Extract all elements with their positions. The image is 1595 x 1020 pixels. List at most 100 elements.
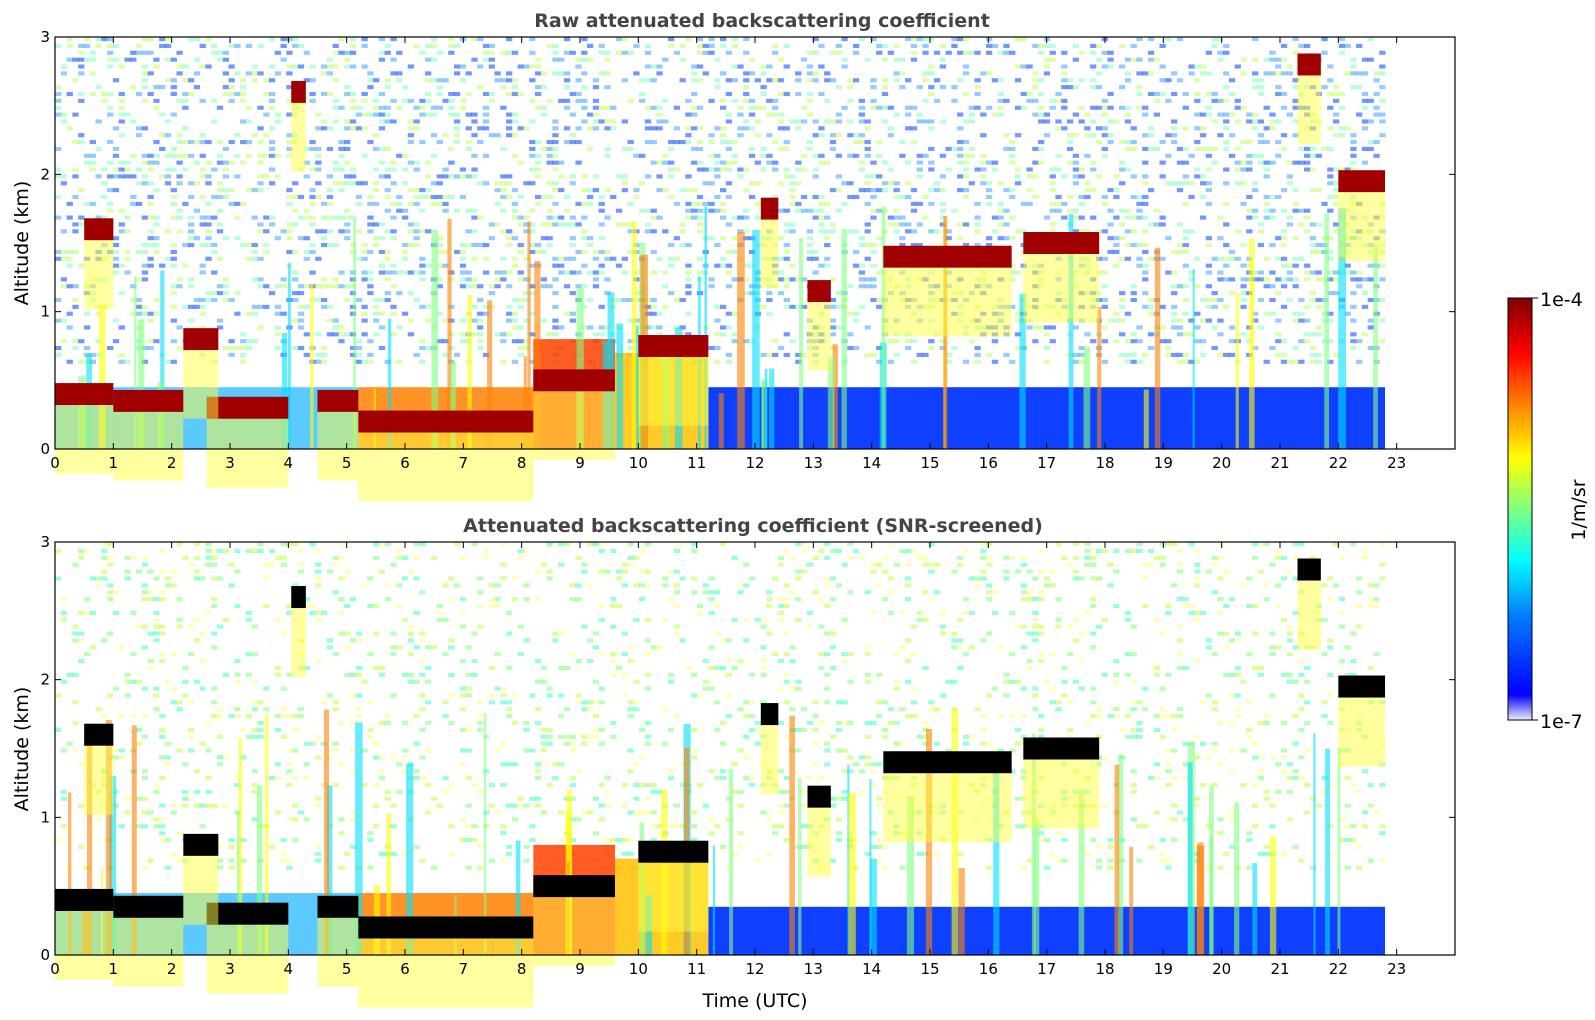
top-noise-cell xyxy=(939,174,947,179)
top-plume xyxy=(761,379,768,449)
top-noise-cell xyxy=(107,201,114,206)
top-noise-cell xyxy=(188,229,195,234)
top-noise-cell xyxy=(1269,270,1276,275)
top-noise-cell xyxy=(170,112,177,117)
bottom-noise-cell xyxy=(101,542,108,547)
top-noise-cell xyxy=(754,105,761,110)
bottom-noise-cell xyxy=(667,597,675,602)
top-noise-cell xyxy=(292,181,299,186)
top-noise-cell xyxy=(529,37,536,42)
top-noise-cell xyxy=(720,98,727,103)
bottom-noise-cell xyxy=(569,837,576,843)
top-noise-cell xyxy=(396,291,403,296)
bottom-noise-cell xyxy=(598,782,605,788)
top-noise-cell xyxy=(1176,359,1184,364)
top-noise-cell xyxy=(1107,249,1114,254)
top-noise-cell xyxy=(853,140,860,145)
top-noise-cell xyxy=(1246,215,1253,220)
top-noise-cell xyxy=(685,208,692,213)
top-noise-cell xyxy=(1124,229,1132,234)
bottom-noise-cell xyxy=(170,700,177,705)
top-noise-cell xyxy=(1049,174,1056,179)
top-noise-cell xyxy=(355,201,362,206)
top-noise-cell xyxy=(575,222,582,227)
top-noise-cell xyxy=(1119,43,1126,48)
top-noise-cell xyxy=(1199,64,1207,69)
top-noise-cell xyxy=(321,304,328,309)
top-noise-cell xyxy=(107,43,114,48)
top-cloud-layer xyxy=(358,410,534,433)
top-noise-cell xyxy=(1032,71,1039,76)
top-noise-cell xyxy=(1327,194,1334,200)
top-noise-cell xyxy=(1269,160,1276,165)
top-noise-cell xyxy=(135,50,143,55)
top-noise-cell xyxy=(980,112,987,117)
top-noise-cell xyxy=(482,270,490,275)
top-noise-cell xyxy=(1090,160,1097,165)
top-noise-cell xyxy=(563,37,571,42)
top-noise-cell xyxy=(939,208,947,213)
top-noise-cell xyxy=(754,78,761,83)
top-noise-cell xyxy=(876,188,883,193)
top-noise-cell xyxy=(147,91,154,97)
bottom-noise-cell xyxy=(159,755,166,760)
top-noise-cell xyxy=(390,304,397,309)
top-noise-cell xyxy=(1136,325,1143,330)
top-noise-cell xyxy=(1205,153,1213,158)
bottom-noise-cell xyxy=(777,769,785,774)
top-noise-cell xyxy=(540,222,548,227)
top-noise-cell xyxy=(1130,43,1137,48)
top-noise-cell xyxy=(95,119,102,124)
top-noise-cell xyxy=(708,284,715,289)
top-noise-cell xyxy=(332,284,339,289)
top-noise-cell xyxy=(1379,277,1386,282)
bottom-noise-cell xyxy=(615,576,623,581)
top-noise-cell xyxy=(783,277,790,282)
top-noise-cell xyxy=(355,256,362,261)
top-noise-cell xyxy=(384,78,391,83)
top-noise-cell xyxy=(454,119,461,124)
top-noise-cell xyxy=(1026,188,1033,193)
top-noise-cell xyxy=(957,236,964,241)
top-noise-cell xyxy=(1124,112,1132,117)
top-noise-cell xyxy=(939,346,947,351)
top-noise-cell xyxy=(286,85,293,90)
top-noise-cell xyxy=(922,153,929,158)
bottom-noise-cell xyxy=(373,803,380,808)
bottom-noise-cell xyxy=(303,817,310,822)
top-x-tick-label: 10 xyxy=(629,454,648,472)
bottom-noise-cell xyxy=(396,548,403,554)
bottom-noise-cell xyxy=(159,569,166,574)
top-noise-cell xyxy=(286,71,293,76)
top-noise-cell xyxy=(1223,140,1230,145)
top-noise-cell xyxy=(205,37,212,42)
top-noise-cell xyxy=(725,119,733,124)
top-noise-cell xyxy=(349,64,357,69)
bottom-noise-cell xyxy=(280,707,287,712)
top-noise-cell xyxy=(540,85,548,90)
top-noise-cell xyxy=(170,359,177,364)
top-noise-cell xyxy=(477,318,484,323)
bottom-noise-cell xyxy=(211,576,218,581)
top-noise-cell xyxy=(957,188,964,193)
bottom-noise-cell xyxy=(610,548,617,554)
top-noise-cell xyxy=(118,325,125,330)
top-noise-cell xyxy=(268,215,276,220)
bottom-noise-cell xyxy=(598,652,605,657)
bottom-noise-cell xyxy=(72,624,79,629)
bottom-noise-cell xyxy=(743,776,750,781)
top-noise-cell xyxy=(1263,140,1270,145)
top-noise-cell xyxy=(1275,57,1282,62)
top-noise-cell xyxy=(511,85,519,90)
top-noise-cell xyxy=(407,160,415,165)
top-noise-cell xyxy=(1263,105,1270,110)
top-noise-cell xyxy=(743,263,750,268)
bottom-noise-cell xyxy=(563,734,571,739)
top-noise-cell xyxy=(905,78,912,83)
bottom-noise-cell xyxy=(517,652,524,657)
top-noise-cell xyxy=(1159,215,1166,220)
bottom-noise-cell xyxy=(240,755,247,760)
top-noise-cell xyxy=(1119,352,1126,357)
top-noise-cell xyxy=(101,37,108,42)
bottom-noise-cell xyxy=(517,548,524,554)
